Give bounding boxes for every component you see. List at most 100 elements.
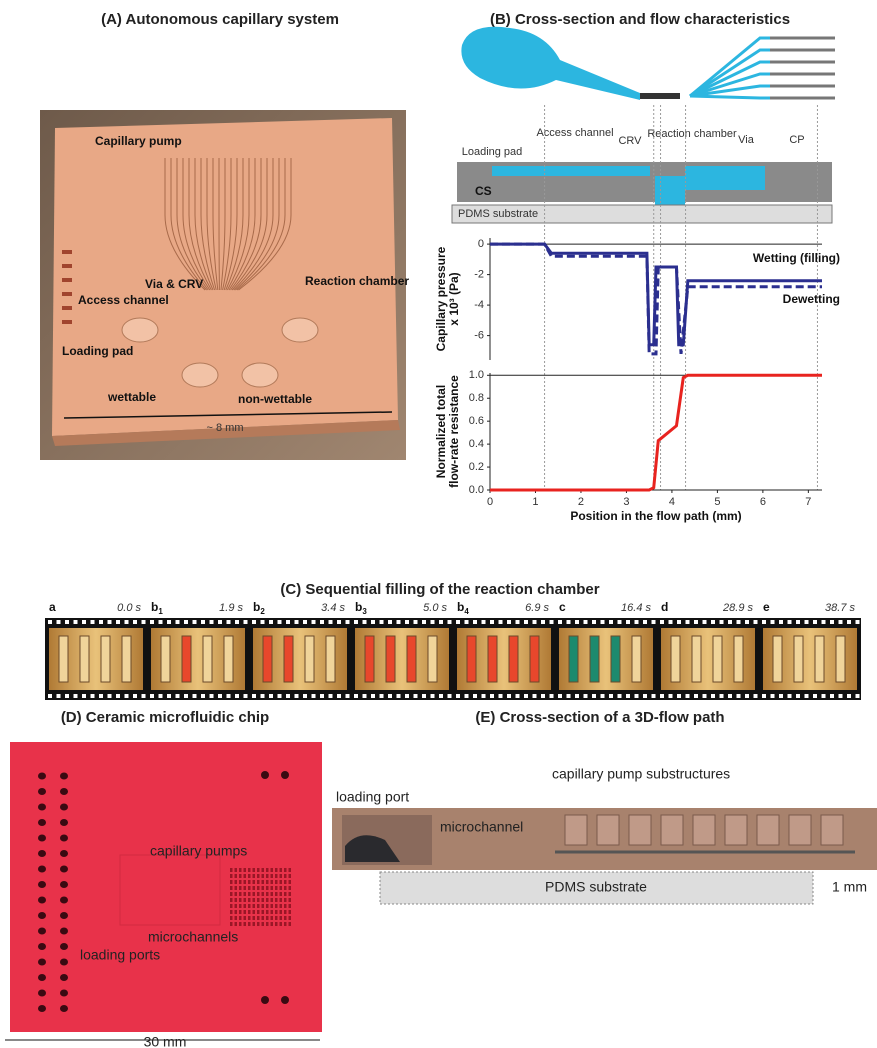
pump-cell [271,922,274,926]
perforation [839,694,843,698]
letter: a [49,600,56,614]
x-tick-label: 0 [487,496,493,508]
perforation [150,694,154,698]
x-tick-label: 3 [623,496,629,508]
pump-cell [235,880,238,884]
pump-cell [262,910,265,914]
label: Access channel [536,127,613,139]
perforation [74,620,78,624]
pump-cell [280,880,283,884]
substructure [757,815,779,845]
pump-cell [262,922,265,926]
chamber [122,636,131,682]
label: capillary pumps [150,843,247,859]
perforation [788,694,792,698]
chamber [386,636,395,682]
hole [261,996,269,1004]
perforation [558,620,562,624]
label: ~ 8 mm [207,422,244,434]
marker [62,320,72,324]
perforation [261,620,265,624]
pump-cell [253,880,256,884]
y-tick-label: 0 [478,238,484,250]
perforation [524,694,528,698]
port [38,974,46,981]
perforation [227,620,231,624]
perforation [448,620,452,624]
marker [62,250,72,254]
pump-cell [271,886,274,890]
perforation [694,620,698,624]
port [60,881,68,888]
perforation [771,620,775,624]
perforation [116,620,120,624]
x-tick-label: 7 [805,496,811,508]
perforation [609,694,613,698]
perforation [779,694,783,698]
pump-cell [289,892,292,896]
perforation [592,694,596,698]
label: microchannels [148,929,238,945]
letter: b [457,600,464,614]
pump-cell [235,904,238,908]
y-tick-label: 0.6 [469,415,484,427]
perforation [533,620,537,624]
perforation [533,694,537,698]
subscript: 4 [464,607,469,616]
panel-title: (C) Sequential filling of the reaction c… [280,581,599,598]
perforation [847,694,851,698]
perforation [465,620,469,624]
pump-cell [244,910,247,914]
perforation [337,620,341,624]
chamber [407,636,416,682]
pump-cell [257,880,260,884]
y-tick-label: -6 [474,330,484,342]
substructure [821,815,843,845]
pump-substructures [565,815,843,845]
perforation [541,694,545,698]
y-tick-label: -4 [474,299,484,311]
perforation [439,694,443,698]
perforation [218,694,222,698]
perforation [312,620,316,624]
perforation [652,694,656,698]
y-axis-label: flow-rate resistance [447,375,461,488]
port [38,773,46,780]
pump-cell [235,916,238,920]
pump-cell [248,868,251,872]
port [60,897,68,904]
frame-time: 5.0 s [423,602,447,614]
perforation [856,620,860,624]
pump-cell [244,904,247,908]
label: 1 mm [832,879,867,895]
perforation [524,620,528,624]
pump-cell [244,868,247,872]
perforation [788,620,792,624]
pump-cell [266,898,269,902]
perforation [558,694,562,698]
chamber [836,636,845,682]
chamber [632,636,641,682]
perforation [805,694,809,698]
pump-cell [230,874,233,878]
x-tick-label: 6 [760,496,766,508]
substructure [597,815,619,845]
pump-cell [289,898,292,902]
y-axis-label: Normalized total [434,385,448,478]
frame-letter: c [559,600,566,614]
perforation [295,694,299,698]
perforation [371,620,375,624]
perforation [244,620,248,624]
perforation [201,620,205,624]
chamber [101,636,110,682]
port [60,850,68,857]
chamber [671,636,680,682]
port [60,959,68,966]
pump-cell [280,910,283,914]
substructure [629,815,651,845]
perforation [380,620,384,624]
perforation [737,620,741,624]
legend-label: Dewetting [783,292,840,306]
legend-label: Wetting (filling) [753,251,840,265]
perforation [235,694,239,698]
